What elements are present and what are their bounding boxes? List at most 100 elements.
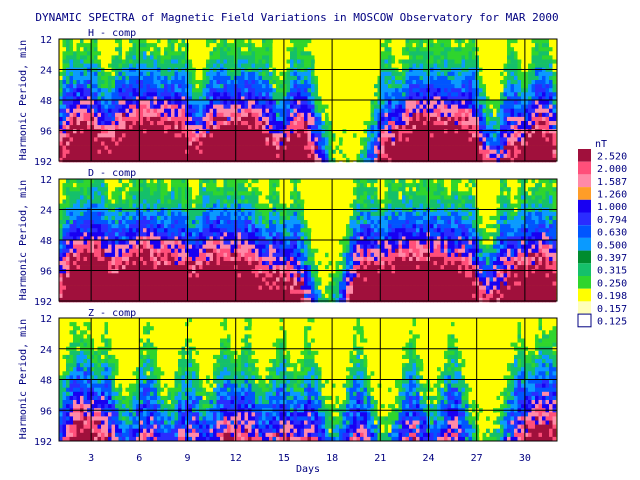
heatmap-cell <box>216 121 221 126</box>
heatmap-cell <box>136 203 140 208</box>
heatmap-cell <box>297 63 301 68</box>
heatmap-cell <box>440 187 445 192</box>
heatmap-cell <box>97 125 102 130</box>
heatmap-cell <box>269 43 273 48</box>
heatmap-cell <box>94 104 98 109</box>
heatmap-cell <box>97 137 102 142</box>
heatmap-cell <box>108 121 112 126</box>
heatmap-cell <box>244 125 249 130</box>
heatmap-cell <box>122 92 126 97</box>
heatmap-cell <box>293 179 298 184</box>
heatmap-cell <box>454 211 459 217</box>
heatmap-cell <box>258 71 263 77</box>
heatmap-cell <box>181 145 186 150</box>
heatmap-cell <box>125 187 130 192</box>
heatmap-cell <box>83 55 88 60</box>
heatmap-cell <box>374 75 378 81</box>
heatmap-cell <box>388 187 392 192</box>
heatmap-cell <box>153 157 158 163</box>
heatmap-cell <box>500 199 504 204</box>
heatmap-cell <box>115 63 119 68</box>
heatmap-cell <box>185 187 189 192</box>
heatmap-cell <box>409 59 413 64</box>
heatmap-cell <box>461 100 466 105</box>
heatmap-cell <box>297 104 301 109</box>
heatmap-cell <box>447 43 452 48</box>
heatmap-cell <box>122 84 126 89</box>
heatmap-cell <box>76 149 81 155</box>
heatmap-cell <box>69 153 74 159</box>
heatmap-cell <box>199 179 203 184</box>
heatmap-cell <box>223 149 228 155</box>
heatmap-cell <box>402 59 406 64</box>
heatmap-cell <box>143 211 147 217</box>
heatmap-cell <box>486 116 490 122</box>
heatmap-cell <box>332 157 336 163</box>
heatmap-cell <box>398 211 403 217</box>
heatmap-cell <box>279 191 284 196</box>
heatmap-cell <box>528 153 532 159</box>
heatmap-cell <box>230 129 235 134</box>
heatmap-cell <box>87 183 91 188</box>
heatmap-cell <box>531 195 536 200</box>
heatmap-cell <box>486 121 490 126</box>
heatmap-cell <box>500 191 504 196</box>
heatmap-cell <box>423 43 427 48</box>
heatmap-cell <box>136 125 140 130</box>
heatmap-cell <box>395 153 399 159</box>
heatmap-cell <box>416 80 420 85</box>
heatmap-cell <box>479 121 483 126</box>
heatmap-cell <box>213 43 217 48</box>
heatmap-cell <box>185 137 189 142</box>
heatmap-cell <box>118 187 123 192</box>
heatmap-cell <box>248 108 252 114</box>
heatmap-cell <box>94 129 98 134</box>
heatmap-cell <box>181 47 186 52</box>
heatmap-cell <box>496 199 501 204</box>
heatmap-cell <box>220 203 224 208</box>
heatmap-cell <box>521 179 525 184</box>
heatmap-cell <box>332 116 336 122</box>
heatmap-cell <box>213 108 217 114</box>
heatmap-cell <box>465 145 469 150</box>
heatmap-cell <box>97 121 102 126</box>
heatmap-cell <box>391 51 396 56</box>
heatmap-cell <box>244 149 249 155</box>
heatmap-cell <box>122 183 126 188</box>
heatmap-cell <box>150 100 154 105</box>
heatmap-cell <box>437 71 441 77</box>
heatmap-cell <box>216 149 221 155</box>
heatmap-cell <box>146 80 151 85</box>
heatmap-cell <box>87 125 91 130</box>
heatmap-cell <box>503 92 508 97</box>
heatmap-cell <box>538 80 543 85</box>
heatmap-cell <box>255 149 259 155</box>
heatmap-cell <box>433 141 438 146</box>
heatmap-cell <box>171 92 175 97</box>
heatmap-cell <box>265 141 270 146</box>
heatmap-cell <box>178 71 182 77</box>
heatmap-cell <box>304 47 308 52</box>
heatmap-cell <box>300 187 305 192</box>
heatmap-cell <box>227 75 231 81</box>
heatmap-cell <box>279 199 284 204</box>
heatmap-cell <box>377 75 382 81</box>
heatmap-cell <box>115 203 119 208</box>
heatmap-cell <box>409 88 413 93</box>
heatmap-cell <box>206 39 210 44</box>
heatmap-cell <box>230 195 235 200</box>
heatmap-cell <box>325 153 329 159</box>
heatmap-cell <box>419 92 424 97</box>
heatmap-cell <box>258 96 263 101</box>
heatmap-cell <box>398 84 403 89</box>
heatmap-cell <box>258 133 263 138</box>
heatmap-cell <box>318 75 322 81</box>
heatmap-cell <box>535 112 539 118</box>
heatmap-cell <box>227 153 231 159</box>
heatmap-cell <box>209 43 214 48</box>
heatmap-cell <box>164 116 168 122</box>
heatmap-cell <box>482 149 487 155</box>
heatmap-cell <box>325 137 329 142</box>
heatmap-cell <box>258 63 263 68</box>
heatmap-cell <box>94 187 98 192</box>
